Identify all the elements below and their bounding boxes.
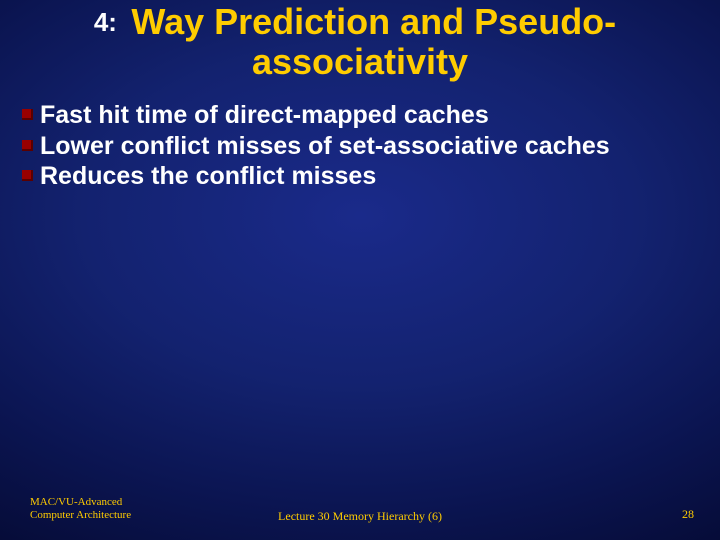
page-number: 28 bbox=[682, 507, 694, 522]
list-item: Fast hit time of direct-mapped caches bbox=[22, 100, 690, 131]
bullet-icon bbox=[22, 170, 33, 181]
title-line-1: Way Prediction and Pseudo- bbox=[131, 1, 616, 42]
title-prefix: 4: bbox=[94, 7, 117, 37]
slide: 4: Way Prediction and Pseudo- associativ… bbox=[0, 0, 720, 540]
title-block: 4: Way Prediction and Pseudo- associativ… bbox=[40, 2, 680, 83]
list-item: Reduces the conflict misses bbox=[22, 161, 690, 192]
title-line-2: associativity bbox=[40, 42, 680, 82]
footer-center: Lecture 30 Memory Hierarchy (6) bbox=[0, 509, 720, 524]
bullet-text: Reduces the conflict misses bbox=[40, 162, 376, 190]
list-item: Lower conflict misses of set-associative… bbox=[22, 131, 690, 162]
body-content: Fast hit time of direct-mapped caches Lo… bbox=[22, 100, 690, 192]
bullet-text: Fast hit time of direct-mapped caches bbox=[40, 101, 489, 129]
footer-left-line1: MAC/VU-Advanced bbox=[30, 496, 131, 509]
bullet-icon bbox=[22, 109, 33, 120]
bullet-text: Lower conflict misses of set-associative… bbox=[40, 132, 610, 160]
bullet-icon bbox=[22, 140, 33, 151]
